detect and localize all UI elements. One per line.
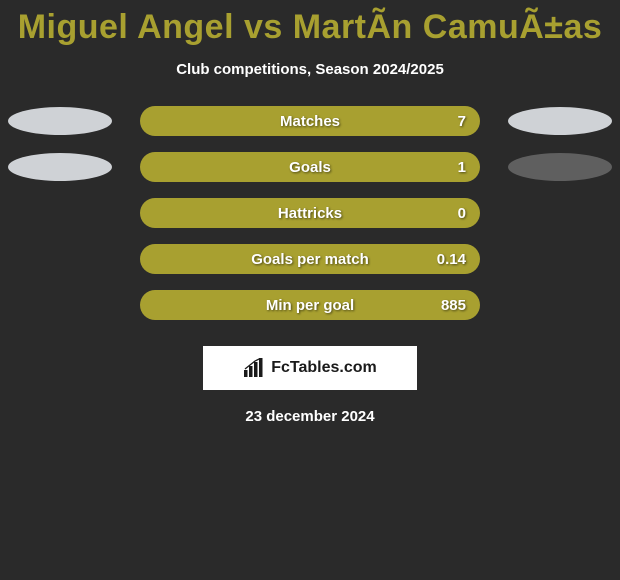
- stat-value: 7: [458, 113, 466, 130]
- stat-label: Matches: [280, 113, 340, 130]
- stat-bar: Goals per match 0.14: [140, 244, 480, 274]
- stat-label: Min per goal: [266, 297, 354, 314]
- subtitle: Club competitions, Season 2024/2025: [0, 61, 620, 78]
- right-ellipse: [508, 153, 612, 181]
- brand-badge[interactable]: FcTables.com: [203, 346, 417, 390]
- left-ellipse: [8, 107, 112, 135]
- stat-row: Min per goal 885: [0, 290, 620, 320]
- stat-row: Goals 1: [0, 152, 620, 182]
- stat-label: Goals per match: [251, 251, 369, 268]
- stat-bar: Hattricks 0: [140, 198, 480, 228]
- stat-label: Hattricks: [278, 205, 342, 222]
- date-line: 23 december 2024: [0, 408, 620, 425]
- brand-text: FcTables.com: [271, 359, 377, 377]
- stat-row: Matches 7: [0, 106, 620, 136]
- stat-bar: Matches 7: [140, 106, 480, 136]
- comparison-card: Miguel Angel vs MartÃ­n CamuÃ±as Club co…: [0, 0, 620, 425]
- stat-rows: Matches 7 Goals 1 Hattricks 0 Goals per match 0…: [0, 106, 620, 320]
- left-ellipse: [8, 153, 112, 181]
- stat-value: 0: [458, 205, 466, 222]
- stat-row: Goals per match 0.14: [0, 244, 620, 274]
- stat-bar: Goals 1: [140, 152, 480, 182]
- page-title: Miguel Angel vs MartÃ­n CamuÃ±as: [0, 8, 620, 47]
- stat-value: 885: [441, 297, 466, 314]
- stat-value: 1: [458, 159, 466, 176]
- right-ellipse: [508, 107, 612, 135]
- brand-chart-icon: [243, 358, 265, 378]
- stat-value: 0.14: [437, 251, 466, 268]
- stat-row: Hattricks 0: [0, 198, 620, 228]
- stat-label: Goals: [289, 159, 331, 176]
- stat-bar: Min per goal 885: [140, 290, 480, 320]
